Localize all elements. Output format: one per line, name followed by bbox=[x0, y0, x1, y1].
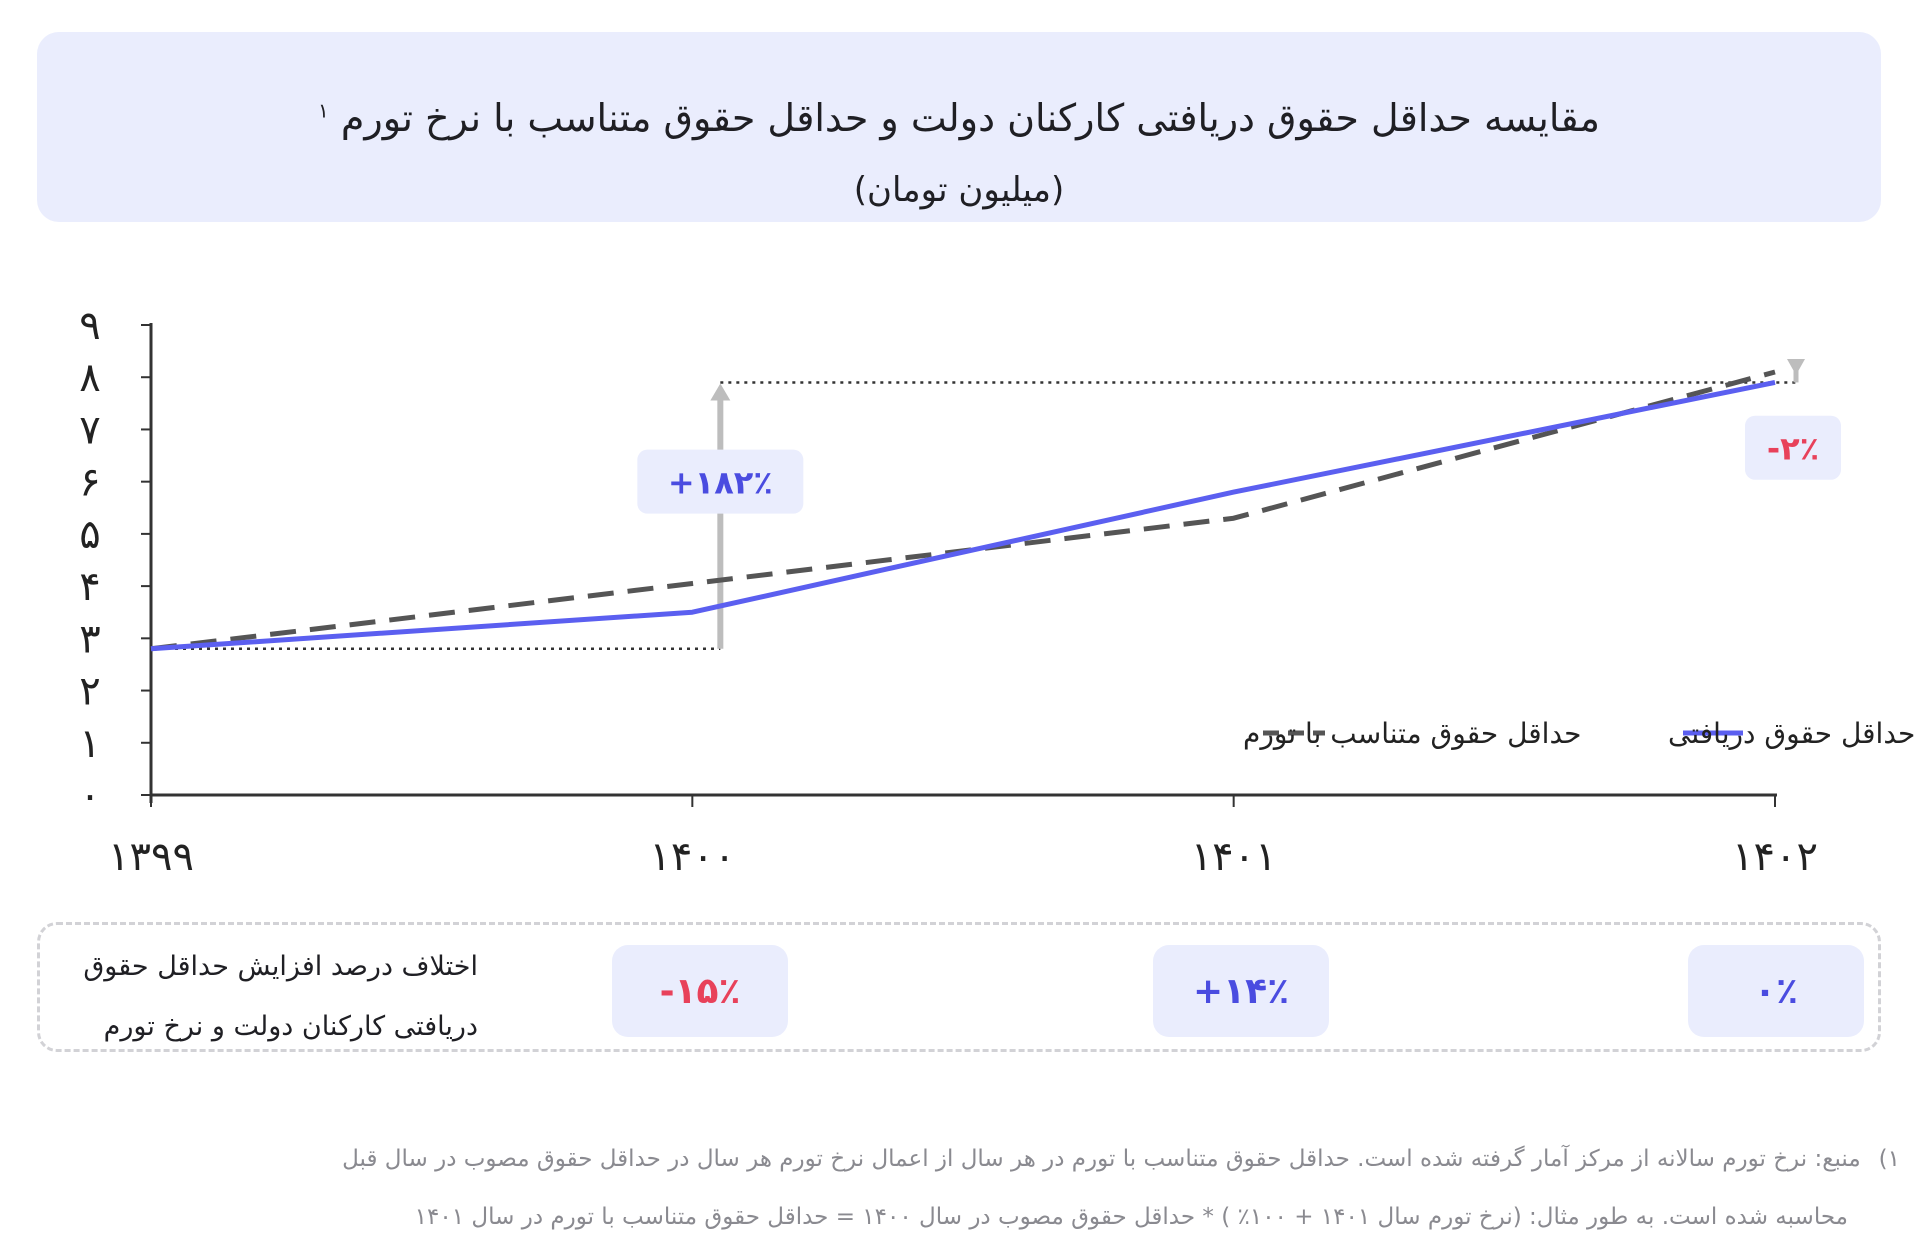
annotation-badge-bg bbox=[1745, 415, 1841, 480]
y-tick-label: ۸ bbox=[79, 355, 100, 401]
y-tick-label: ۱ bbox=[79, 721, 100, 767]
y-tick-label: ۹ bbox=[79, 303, 100, 349]
chart-guides bbox=[151, 359, 1805, 651]
annotation-badge-label: -۲٪ bbox=[1767, 430, 1819, 468]
x-tick-label: ۱۴۰۲ bbox=[1732, 834, 1818, 880]
y-tick-label: ۰ bbox=[79, 773, 100, 819]
legend-label-inflation-adjusted: حداقل حقوق متناسب با تورم bbox=[1243, 717, 1581, 750]
chart-annotations: +۱۸۲٪ -۲٪ bbox=[637, 415, 1841, 514]
series-line-inflation-adjusted bbox=[150, 369, 1776, 652]
diff-badge-1401: +۱۴٪ bbox=[1153, 945, 1329, 1037]
x-tick-label: ۱۴۰۰ bbox=[649, 834, 735, 880]
percent-difference-label: اختلاف درصد افزایش حداقل حقوق دریافتی کا… bbox=[38, 937, 478, 1057]
footnote: ۱) منبع: نرخ تورم سالانه از مرکز آمار گرف… bbox=[90, 1130, 1900, 1246]
diff-badge-1400: -۱۵٪ bbox=[612, 945, 788, 1037]
diff-badge-1402: ۰٪ bbox=[1688, 945, 1864, 1037]
percent-difference-label-line2: دریافتی کارکنان دولت و نرخ تورم bbox=[103, 1011, 478, 1042]
footnote-line-1: ۱) منبع: نرخ تورم سالانه از مرکز آمار گرف… bbox=[90, 1130, 1900, 1188]
y-tick-label: ۷ bbox=[79, 407, 100, 453]
line-chart: ۰ ۱ ۲ ۳ ۴ ۵ ۶ ۷ ۸ ۹ ۱۳۹۹ ۱۴۰۰ ۱۴۰۱ ۱۴۰۲ +۱۸۲٪ -۲٪ حداق… bbox=[79, 303, 1915, 880]
chart-title-box: مقایسه حداقل حقوق دریافتی کارکنان دولت و… bbox=[37, 32, 1881, 222]
gap-arrow-head bbox=[1787, 359, 1805, 375]
annotation-badge-bg bbox=[637, 449, 804, 514]
footnote-line-1-text: منبع: نرخ تورم سالانه از مرکز آمار گرفته… bbox=[342, 1146, 1861, 1172]
legend-label-received: حداقل حقوق دریافتی bbox=[1668, 717, 1915, 750]
footnote-number: ۱) bbox=[1878, 1146, 1900, 1172]
footnote-line-2: محاسبه شده است. به طور مثال: (نرخ تورم س… bbox=[414, 1204, 1848, 1230]
chart-axes: ۰ ۱ ۲ ۳ ۴ ۵ ۶ ۷ ۸ ۹ ۱۳۹۹ ۱۴۰۰ ۱۴۰۱ ۱۴۰۲ bbox=[79, 303, 1818, 880]
y-tick-label: ۶ bbox=[79, 460, 100, 506]
percent-difference-row: اختلاف درصد افزایش حداقل حقوق دریافتی کا… bbox=[37, 922, 1881, 1052]
annotation-badge-label: +۱۸۲٪ bbox=[668, 464, 773, 502]
y-tick-label: ۴ bbox=[79, 564, 100, 610]
y-tick-label: ۲ bbox=[79, 669, 100, 715]
series-line-received bbox=[150, 379, 1776, 652]
y-tick-label: ۳ bbox=[79, 616, 100, 662]
chart-legend: حداقل حقوق دریافتی حداقل حقوق متناسب با ت… bbox=[1243, 717, 1915, 750]
chart-title: مقایسه حداقل حقوق دریافتی کارکنان دولت و… bbox=[37, 96, 1881, 140]
x-tick-label: ۱۴۰۱ bbox=[1191, 834, 1277, 880]
chart-series bbox=[150, 369, 1776, 652]
chart-subtitle: (میلیون تومان) bbox=[853, 170, 1065, 210]
percent-difference-label-line1: اختلاف درصد افزایش حداقل حقوق bbox=[83, 951, 478, 982]
y-tick-label: ۵ bbox=[79, 512, 100, 558]
growth-arrow-head bbox=[710, 383, 731, 401]
x-tick-label: ۱۳۹۹ bbox=[108, 834, 194, 880]
title-footnote-mark: ۱ bbox=[318, 98, 329, 123]
chart-title-text: مقایسه حداقل حقوق دریافتی کارکنان دولت و… bbox=[340, 96, 1600, 140]
